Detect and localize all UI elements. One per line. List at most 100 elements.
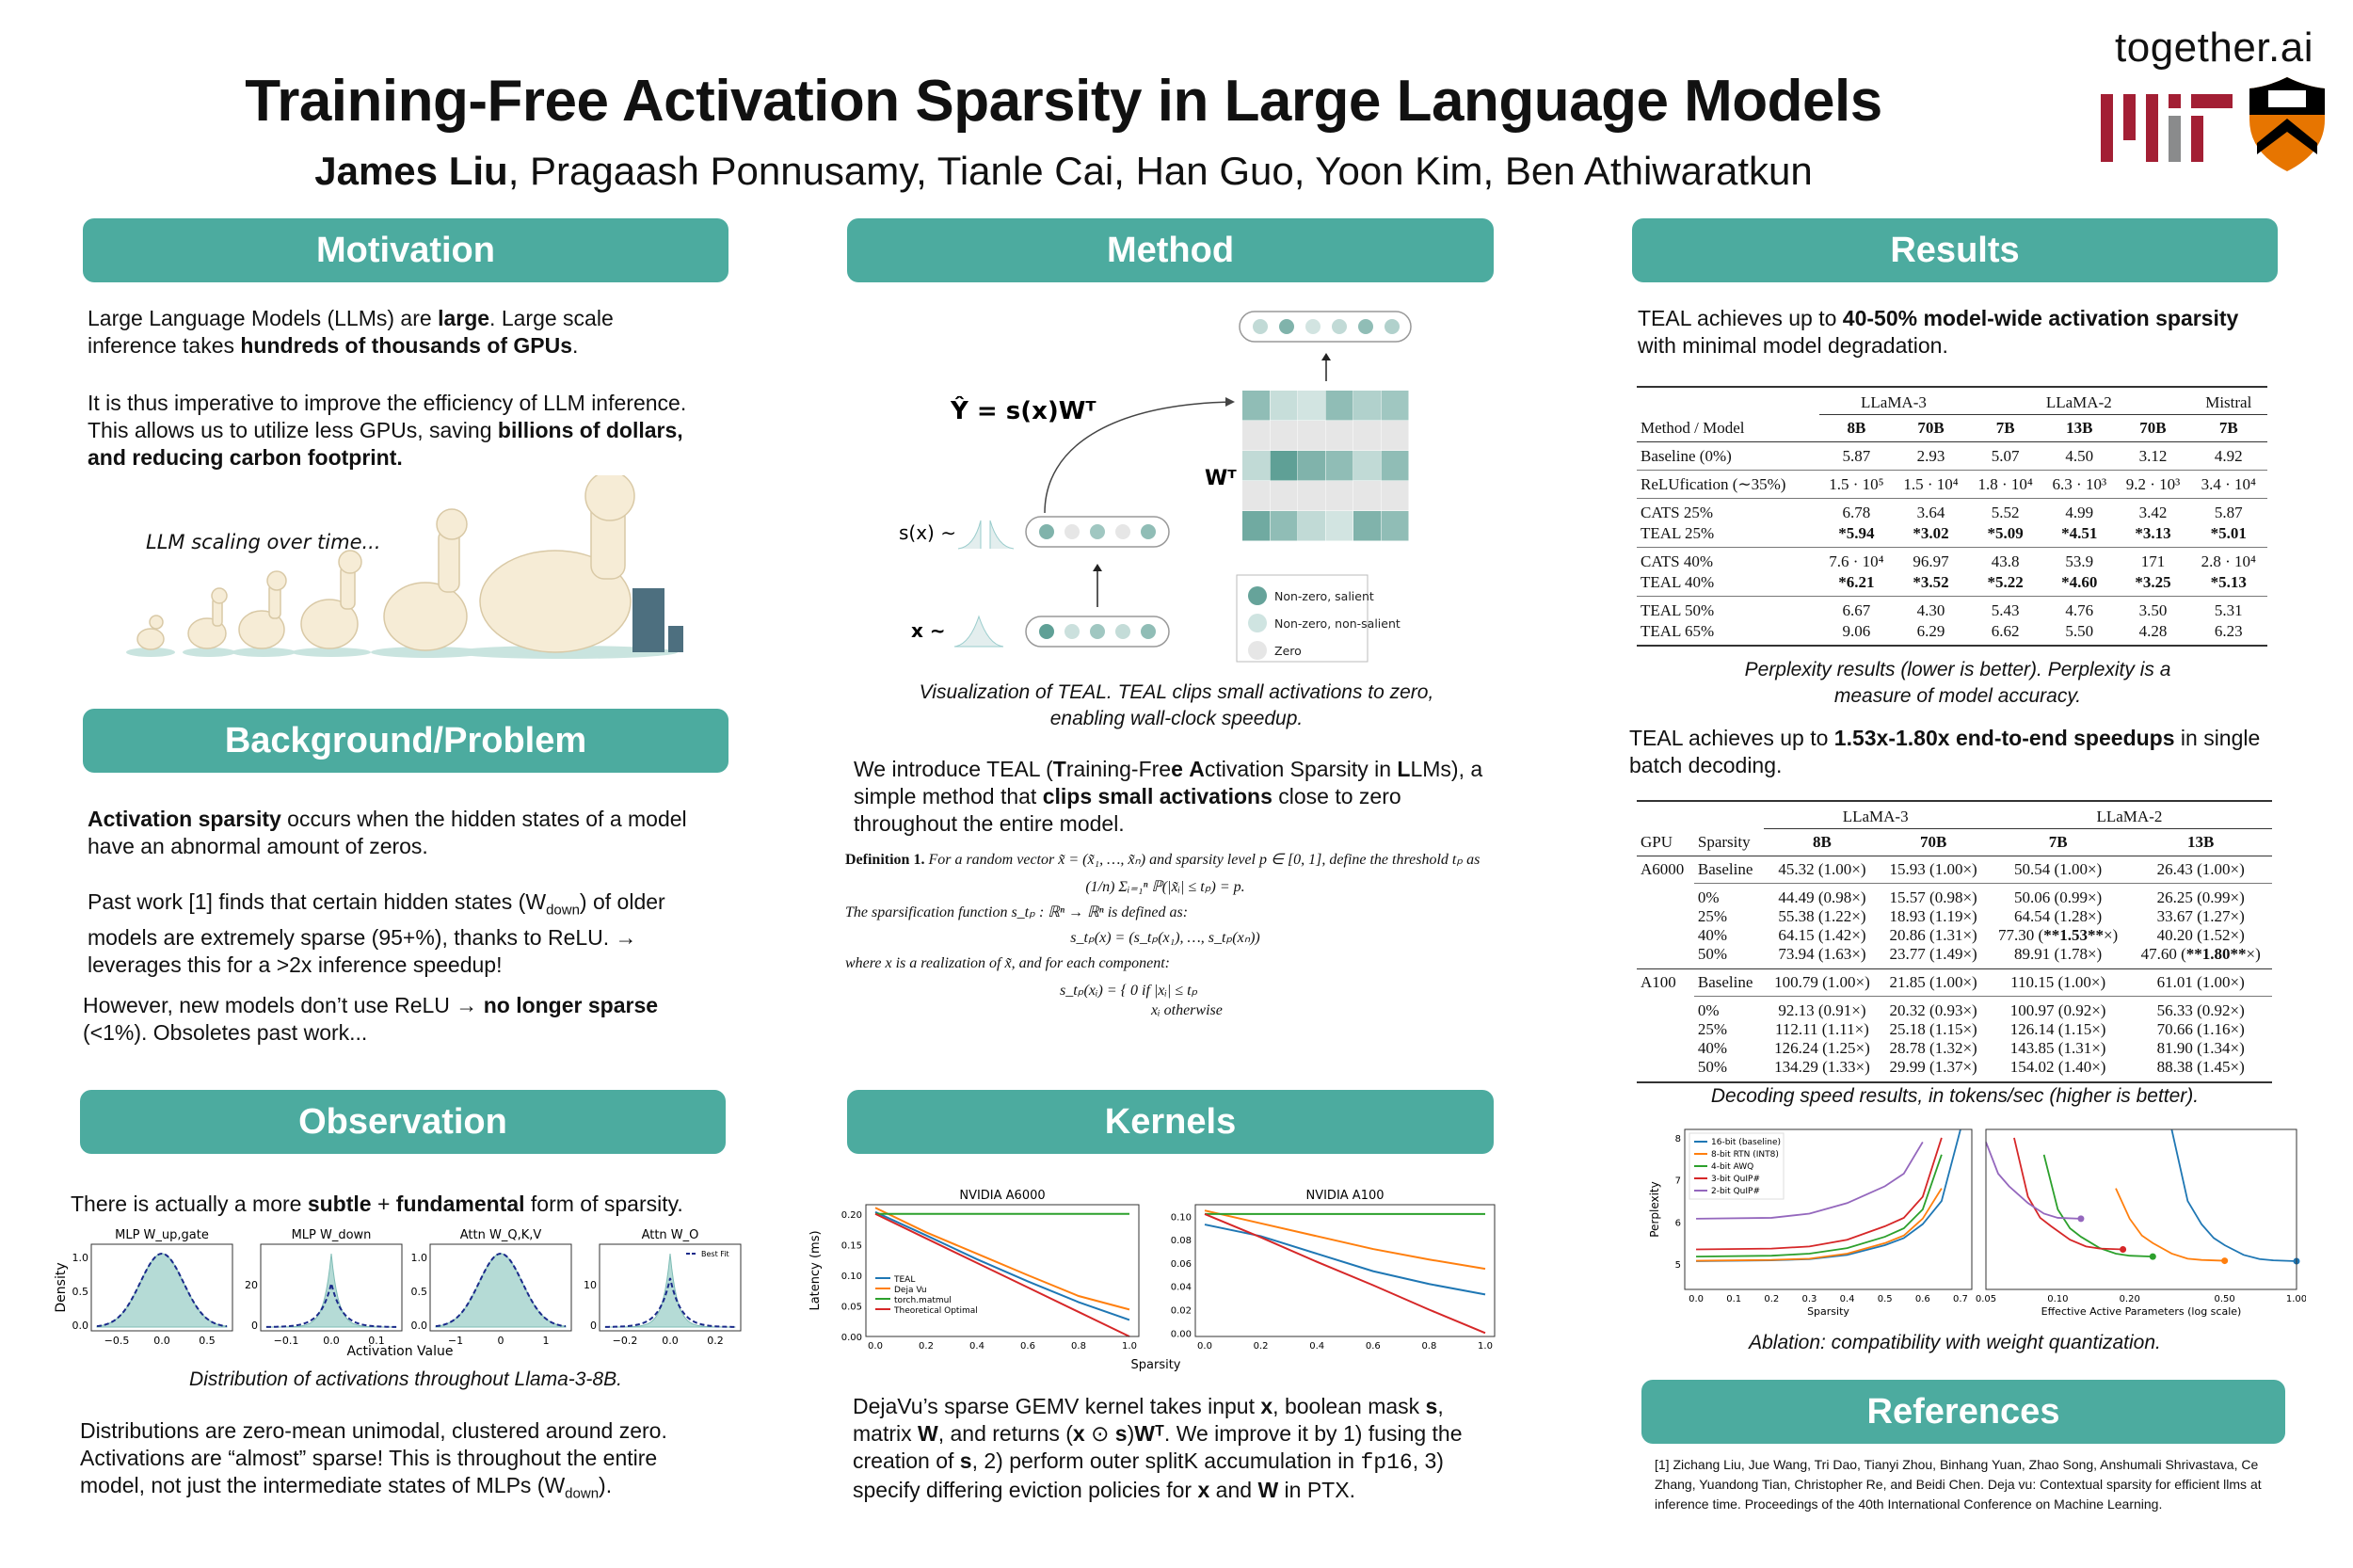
column-header: 8B xyxy=(1764,828,1881,856)
table-cell: 3.42 xyxy=(2138,504,2168,521)
histogram-area xyxy=(96,1253,228,1328)
table-cell: 5.50 xyxy=(2065,622,2094,640)
table-cell: 64.15 (1.42×) xyxy=(1778,926,1866,944)
x-tick-label: 0.6 xyxy=(1020,1341,1035,1352)
best-fit-curve xyxy=(435,1252,567,1328)
matrix-cell xyxy=(1298,391,1325,421)
x-tick-label: 0.5 xyxy=(199,1335,216,1347)
table-cell: 6.78 xyxy=(1842,504,1871,521)
x-tick-label: 0.6 xyxy=(1366,1341,1381,1352)
column-header: GPU xyxy=(1637,828,1694,856)
histogram-area xyxy=(435,1253,567,1328)
input-element xyxy=(1064,624,1080,639)
row-label: 25% xyxy=(1697,907,1728,925)
row-label: Baseline xyxy=(1693,968,1765,997)
input-element xyxy=(1115,624,1130,639)
sparse-activation-label: s(x) ∼ xyxy=(899,521,956,544)
row-label: 0% xyxy=(1697,1001,1720,1019)
legend-label: Zero xyxy=(1274,644,1302,658)
panel-title: NVIDIA A100 xyxy=(1305,1189,1384,1203)
series-line-left xyxy=(1696,1137,1943,1251)
panel-frame xyxy=(1985,1128,2297,1290)
matrix-cell xyxy=(1242,451,1270,481)
text-segment: hundreds of thousands of GPUs xyxy=(240,333,573,358)
matrix-cell xyxy=(1353,421,1381,451)
row-label: 0% xyxy=(1697,888,1720,906)
kernels-paragraph: DejaVu’s sparse GEMV kernel takes input … xyxy=(853,1393,1493,1504)
y-tick-label: 0.0 xyxy=(72,1320,89,1332)
text-segment: Distributions are zero-mean unimodal, cl… xyxy=(80,1418,667,1497)
sparse-element xyxy=(1141,524,1156,539)
distribution-panel: MLP W_down −0.1 0.0 0.1 0 20 xyxy=(245,1228,403,1347)
table-cell: 70.66 (1.16×) xyxy=(2156,1020,2245,1038)
table-cell: 15.57 (0.98×) xyxy=(1889,888,1977,906)
x-tick-label: 0.2 xyxy=(919,1341,934,1352)
y-tick-label: 0.05 xyxy=(841,1302,862,1312)
text-segment: + xyxy=(371,1192,396,1216)
output-element xyxy=(1332,319,1347,334)
text-segment: and xyxy=(1209,1478,1258,1502)
x-tick-label: 0.3 xyxy=(1801,1294,1817,1304)
column-header: 70B xyxy=(1880,828,1987,856)
matrix-cell xyxy=(1270,391,1298,421)
perplexity-table: LLaMA-3 LLaMA-2 Mistral Method / Model 8B 70B… xyxy=(1637,388,2267,645)
panel-frame xyxy=(599,1243,742,1332)
motivation-paragraph-2: It is thus imperative to improve the eff… xyxy=(88,390,718,472)
model-family-header: Mistral xyxy=(2189,388,2267,415)
row-label: TEAL 25% xyxy=(1637,523,1819,548)
table-cell: 4.30 xyxy=(1916,601,1945,619)
text-segment: in single batch decoding. xyxy=(1629,726,2261,777)
table-cell: *4.51 xyxy=(2042,523,2117,548)
row-label: 40% xyxy=(1697,1039,1728,1057)
text-segment: x xyxy=(1072,1421,1085,1446)
table-cell: 96.97 xyxy=(1913,552,1949,570)
matrix-cell xyxy=(1381,421,1409,451)
table-row: 40% 64.15 (1.42×) 20.86 (1.31×) 77.30 (**1.… xyxy=(1637,926,2272,945)
series-endpoint xyxy=(2221,1257,2229,1265)
y-tick-label: 0.5 xyxy=(72,1286,89,1298)
text-segment: e xyxy=(1171,757,1183,781)
matrix-cell xyxy=(1353,451,1381,481)
histogram-area xyxy=(604,1253,736,1328)
table-row: ReLUfication (∼35%) 1.5 · 10⁵ 1.5 · 10⁴ 1.8… xyxy=(1637,470,2267,499)
table-cell: 5.52 xyxy=(1991,504,2020,521)
x-axis-label-right: Effective Active Parameters (log scale) xyxy=(2041,1305,2242,1318)
table-cell: 53.9 xyxy=(2065,552,2094,570)
input-element xyxy=(1090,624,1105,639)
text-segment: W xyxy=(1257,1478,1279,1502)
x-tick-label: 0.8 xyxy=(1071,1341,1086,1352)
table-cell: 171 xyxy=(2140,552,2166,570)
table-cell: 9.06 xyxy=(1842,622,1871,640)
table-cell: 3.12 xyxy=(2116,441,2190,471)
text-segment: , boolean mask xyxy=(1273,1394,1426,1418)
table-cell: 6.62 xyxy=(1991,622,2020,640)
table-cell: 4.50 xyxy=(2042,441,2117,471)
series-line-teal xyxy=(874,1210,1130,1321)
reference-1: [1] Zichang Liu, Jue Wang, Tri Dao, Tian… xyxy=(1655,1457,2262,1512)
text-segment: Large Language Models (LLMs) are xyxy=(88,306,439,330)
background-header: Background/Problem xyxy=(83,709,728,773)
table-row: 40% 126.24 (1.25×) 28.78 (1.32×) 143.85 (1.… xyxy=(1637,1039,2272,1058)
text-segment: large xyxy=(438,306,490,330)
row-label: TEAL 65% xyxy=(1641,622,1715,640)
legend-label: 2-bit QuIP# xyxy=(1711,1187,1760,1196)
table-cell: 26.43 (1.00×) xyxy=(2129,856,2272,884)
text-segment: T xyxy=(1052,757,1066,781)
legend-label: 4-bit AWQ xyxy=(1711,1162,1753,1172)
text-segment: . We improve it by 1) fusing the creatio… xyxy=(853,1421,1463,1473)
piecewise-equation-2: xᵢ otherwise xyxy=(1151,1002,1223,1018)
x-tick-label: 0.2 xyxy=(1254,1341,1269,1352)
background-paragraph-3: However, new models don’t use ReLU → no … xyxy=(83,992,723,1047)
baseline-row: A100 Baseline 100.79 (1.00×) 21.85 (1.00×) 1… xyxy=(1637,968,2272,997)
x-tick-label: −0.1 xyxy=(274,1335,299,1347)
table-cell: 25.18 (1.15×) xyxy=(1889,1020,1977,1038)
model-family-header: LLaMA-2 xyxy=(1986,802,2272,829)
row-label: TEAL 40% xyxy=(1637,572,1819,597)
table-cell: 1.8 · 10⁴ xyxy=(1968,470,2043,499)
row-label: 50% xyxy=(1693,945,1765,969)
table-cell: 3.64 xyxy=(1916,504,1945,521)
text-segment: Past work [1] finds that certain hidden … xyxy=(88,889,547,914)
x-tick-label: 1.0 xyxy=(1478,1341,1493,1352)
y-axis-label: Latency (ms) xyxy=(808,1230,823,1310)
table-cell: 20.32 (0.93×) xyxy=(1889,1001,1977,1019)
